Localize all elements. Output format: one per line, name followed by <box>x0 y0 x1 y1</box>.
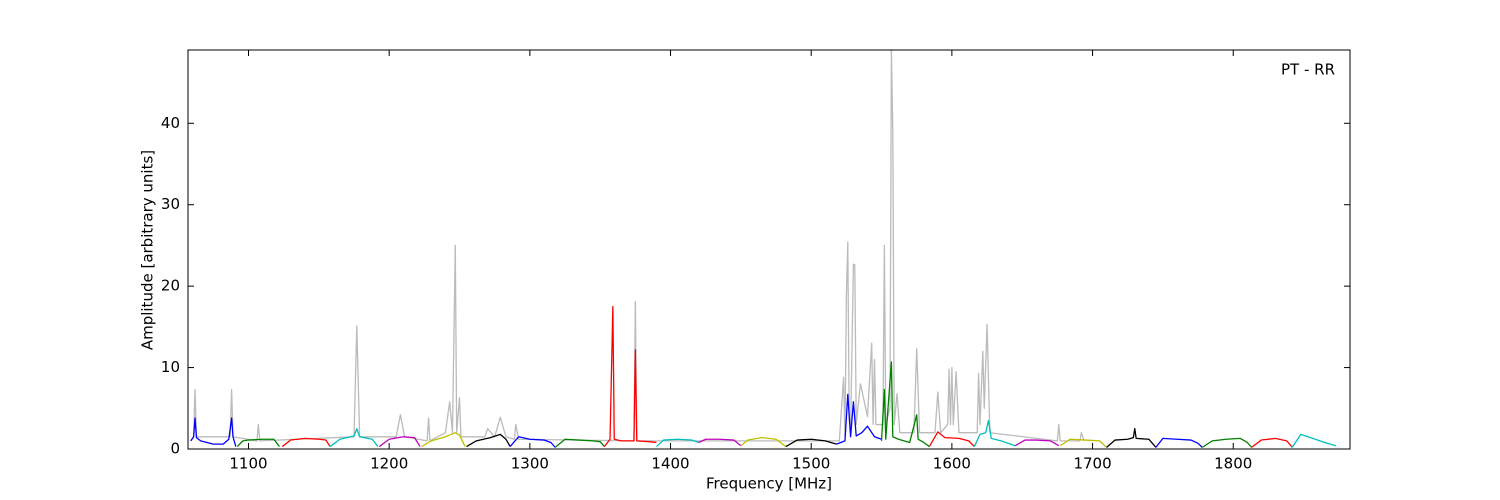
spectrum-line <box>928 431 975 448</box>
spectrum-line <box>466 433 511 448</box>
spectrum-line <box>973 419 1016 447</box>
spectrum-line <box>554 438 605 448</box>
x-tick-label: 1300 <box>511 455 549 473</box>
spectrum-line <box>329 427 379 448</box>
spectrum-line <box>740 436 787 448</box>
spectrum-line <box>1291 433 1337 448</box>
spectrum-line <box>378 436 421 448</box>
plot-frame <box>187 49 1351 450</box>
x-tick-label: 1500 <box>792 455 830 473</box>
spectrum-line <box>698 438 742 447</box>
spectrum-line <box>656 438 699 448</box>
spectrum-line <box>1155 437 1203 448</box>
spectrum-line <box>190 417 237 447</box>
y-tick-label: 40 <box>161 114 180 132</box>
spectrum-line <box>236 438 280 448</box>
y-tick-label: 30 <box>161 195 180 213</box>
spectrum-line <box>1201 437 1253 448</box>
spectrum-line <box>190 49 1085 442</box>
spectrum-line <box>1106 427 1157 448</box>
spectrum-line <box>421 432 466 448</box>
spectrum-line <box>785 438 837 448</box>
spectrum-line <box>509 436 556 448</box>
y-tick-label: 0 <box>170 440 180 458</box>
spectrum-line <box>880 361 930 448</box>
y-tick-label: 10 <box>161 358 180 376</box>
spectrum-line <box>1059 438 1108 448</box>
x-axis-label: Frequency [MHz] <box>706 475 832 493</box>
spectrum-line <box>603 305 657 447</box>
x-tick-label: 1700 <box>1073 455 1111 473</box>
spectrum-line <box>836 393 882 445</box>
spectrum-line <box>1014 439 1060 447</box>
y-tick-label: 20 <box>161 277 180 295</box>
y-axis-label: Amplitude [arbitrary units] <box>139 150 157 350</box>
annotation: PT - RR <box>1281 61 1335 79</box>
spectrum-line <box>1251 437 1293 448</box>
x-tick-label: 1200 <box>370 455 408 473</box>
x-tick-label: 1800 <box>1214 455 1252 473</box>
x-tick-label: 1400 <box>651 455 689 473</box>
x-tick-label: 1100 <box>229 455 267 473</box>
x-tick-label: 1600 <box>933 455 971 473</box>
spectrum-line <box>281 437 331 448</box>
